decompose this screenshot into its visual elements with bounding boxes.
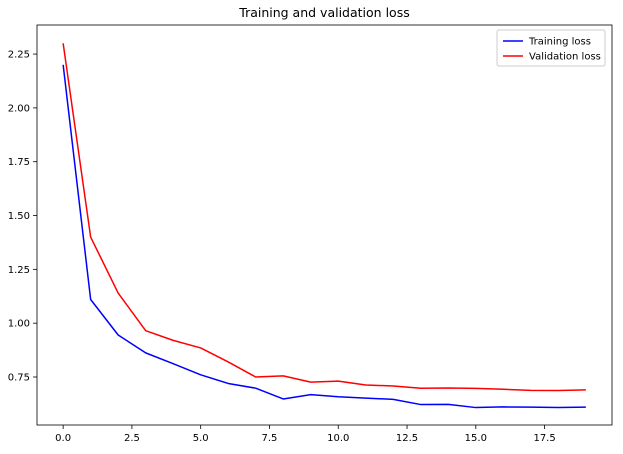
y-tick-label: 1.00	[8, 319, 30, 330]
y-tick-label: 0.75	[8, 372, 30, 383]
x-tick-label: 12.5	[396, 433, 418, 444]
y-tick-label: 1.50	[8, 211, 30, 222]
x-tick-label: 10.0	[327, 433, 349, 444]
x-tick-label: 0.0	[55, 433, 71, 444]
y-tick-label: 1.75	[8, 157, 30, 168]
chart-title: Training and validation loss	[238, 5, 409, 20]
x-tick-label: 2.5	[124, 433, 140, 444]
x-tick-label: 5.0	[193, 433, 209, 444]
x-tick-label: 15.0	[465, 433, 487, 444]
y-tick-label: 2.25	[8, 50, 30, 61]
y-tick-label: 1.25	[8, 265, 30, 276]
x-tick-label: 7.5	[262, 433, 278, 444]
legend: Training loss Validation loss	[497, 30, 605, 66]
legend-label-training-loss: Training loss	[528, 37, 591, 48]
x-tick-label: 17.5	[533, 433, 555, 444]
y-tick-label: 2.00	[8, 103, 30, 114]
legend-label-validation-loss: Validation loss	[529, 52, 601, 63]
